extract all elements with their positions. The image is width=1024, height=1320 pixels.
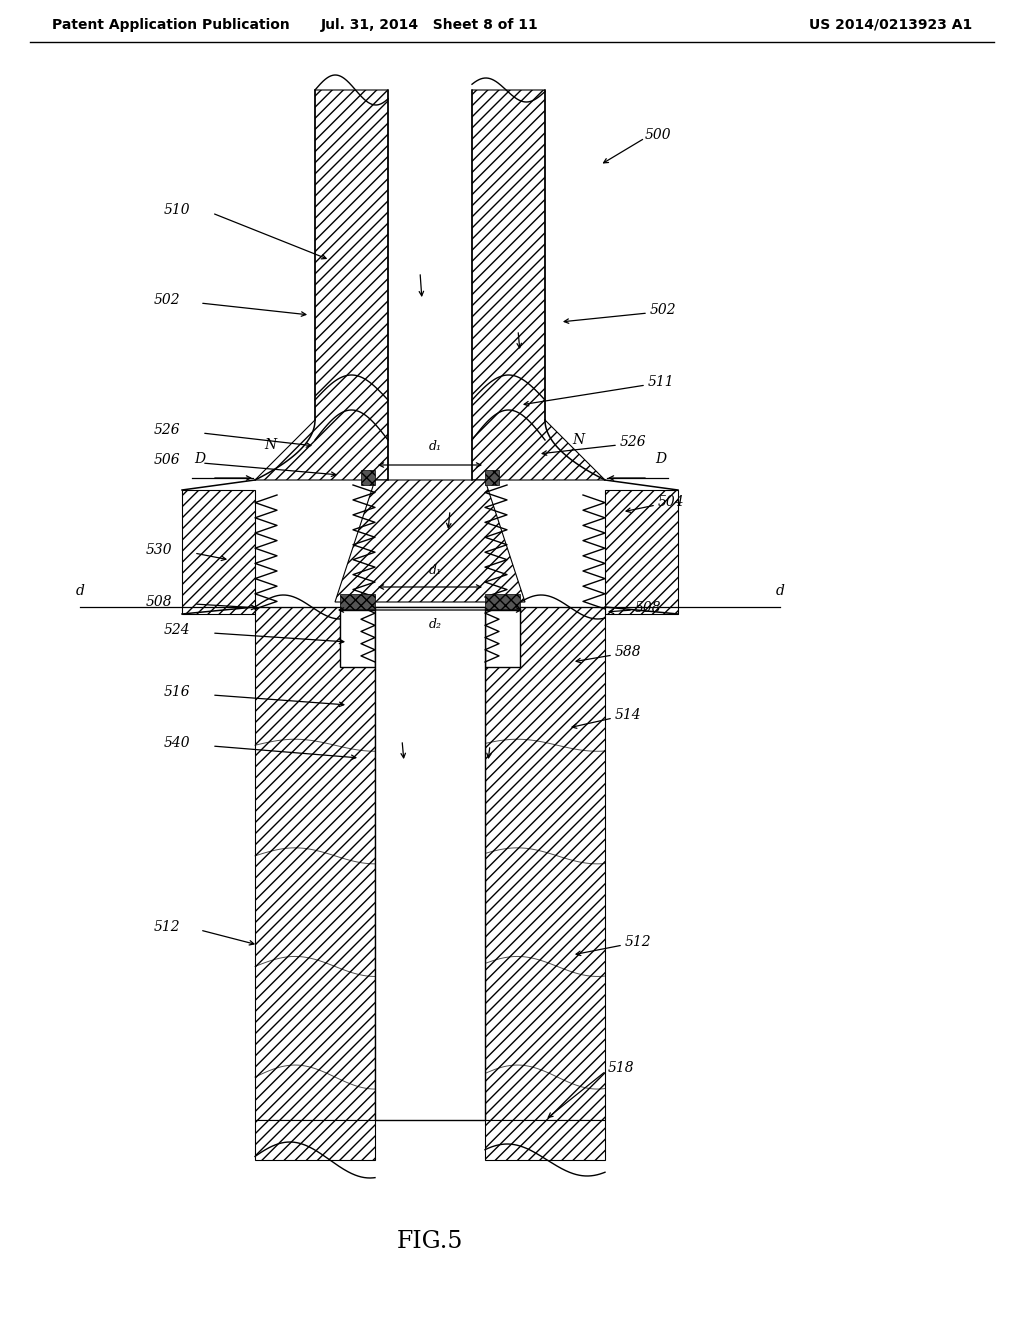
Text: 526: 526 bbox=[154, 422, 180, 437]
Text: d₁: d₁ bbox=[428, 440, 441, 453]
Polygon shape bbox=[485, 594, 520, 610]
Polygon shape bbox=[255, 607, 375, 1119]
Text: 504: 504 bbox=[658, 495, 685, 510]
Polygon shape bbox=[605, 490, 678, 614]
Text: D: D bbox=[655, 451, 666, 466]
Text: N: N bbox=[264, 438, 276, 451]
Text: D: D bbox=[194, 451, 205, 466]
Text: 502: 502 bbox=[650, 304, 677, 317]
Polygon shape bbox=[485, 610, 520, 667]
Text: Patent Application Publication: Patent Application Publication bbox=[52, 18, 290, 32]
Text: N: N bbox=[572, 433, 584, 447]
Polygon shape bbox=[340, 594, 375, 610]
Polygon shape bbox=[375, 607, 485, 1119]
Text: Jul. 31, 2014   Sheet 8 of 11: Jul. 31, 2014 Sheet 8 of 11 bbox=[322, 18, 539, 32]
Polygon shape bbox=[340, 610, 375, 667]
Text: 500: 500 bbox=[645, 128, 672, 143]
Polygon shape bbox=[485, 1119, 605, 1160]
Polygon shape bbox=[472, 90, 605, 480]
Text: 516: 516 bbox=[164, 685, 190, 700]
Text: d: d bbox=[76, 583, 84, 598]
Text: 512: 512 bbox=[625, 935, 651, 949]
Text: 506: 506 bbox=[154, 453, 180, 467]
Polygon shape bbox=[361, 470, 375, 484]
Polygon shape bbox=[255, 1119, 375, 1160]
Polygon shape bbox=[485, 607, 605, 1119]
Text: 511: 511 bbox=[648, 375, 675, 389]
Text: 518: 518 bbox=[608, 1061, 635, 1074]
Text: 588: 588 bbox=[615, 645, 642, 659]
Polygon shape bbox=[255, 90, 388, 480]
Text: d₂: d₂ bbox=[428, 618, 441, 631]
Text: 514: 514 bbox=[615, 708, 642, 722]
Text: FIG.5: FIG.5 bbox=[397, 1230, 463, 1254]
Text: 510: 510 bbox=[164, 203, 190, 216]
Text: 508: 508 bbox=[145, 595, 172, 609]
Text: US 2014/0213923 A1: US 2014/0213923 A1 bbox=[809, 18, 972, 32]
Text: 508: 508 bbox=[635, 601, 662, 615]
Text: 540: 540 bbox=[164, 737, 190, 750]
Polygon shape bbox=[335, 480, 525, 602]
Text: 526: 526 bbox=[620, 436, 646, 449]
Text: d: d bbox=[775, 583, 784, 598]
Text: 512: 512 bbox=[154, 920, 180, 935]
Polygon shape bbox=[182, 490, 255, 614]
Text: 502: 502 bbox=[154, 293, 180, 308]
Text: 524: 524 bbox=[164, 623, 190, 638]
Polygon shape bbox=[485, 470, 499, 484]
Text: 530: 530 bbox=[145, 543, 172, 557]
Text: d₁: d₁ bbox=[428, 564, 441, 577]
